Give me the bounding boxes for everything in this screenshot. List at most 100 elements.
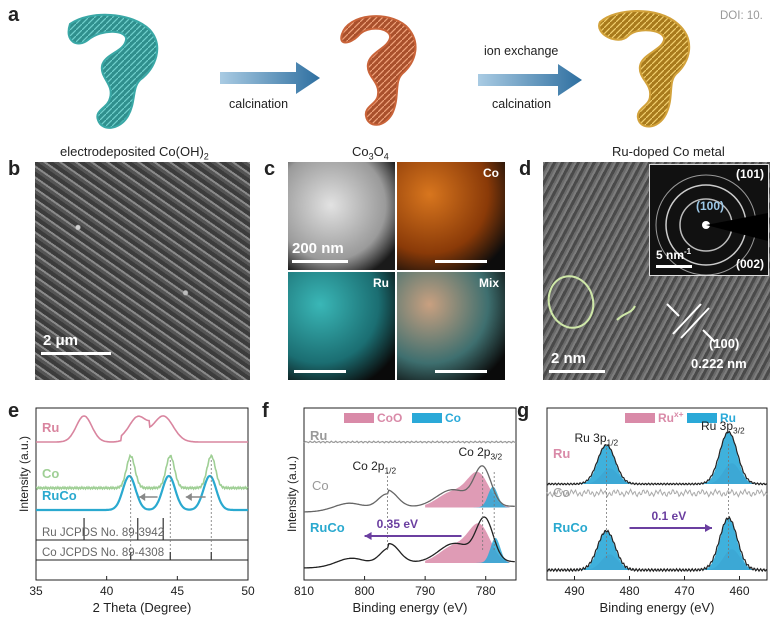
sem-image: 2 μm [35,162,250,380]
inset-scale-label: 5 nm-1 [656,247,692,262]
plot-frame [303,407,517,581]
shift-label: 0.35 eV [377,517,418,531]
ring-002-label: (002) [735,257,764,271]
x-tick-label: 45 [171,584,185,598]
spacing-label: 0.222 nm [691,356,747,371]
x-axis-label: 2 Theta (Degree) [93,600,192,615]
series-label-ruco: RuCo [553,520,588,535]
arrow-1 [220,62,320,94]
series-line-co [304,465,515,513]
panel-b-label: b [8,158,21,180]
reference-label: Co JCPDS No. 89-4308 [42,547,164,559]
legend-label-coo: CoO [377,411,402,425]
x-tick-label: 800 [355,584,375,598]
hrtem-image: (101) (100) (002) 5 nm-1 (100) 0.222 nm … [543,162,770,380]
scale-bar [435,260,487,263]
co-2p12-annotation: Co 2p1/2 [352,459,396,476]
x-tick-label: 40 [100,584,114,598]
co3o4-structure-image [340,15,417,126]
arrow-1-label: calcination [229,97,289,111]
legend-label-rux: Rux+ [658,409,684,425]
co-2p32-annotation: Co 2p3/2 [458,445,502,462]
series-label-ruco: RuCo [42,488,77,503]
panel-c-label: c [264,158,276,180]
panel-f-label: f [262,400,269,422]
shift-arrowhead [139,493,146,501]
scale-bar [435,370,487,373]
series-line-ruco [304,516,515,569]
sem-scale-label: 2 μm [43,332,79,349]
ring-100-label: (100) [696,199,725,213]
legend-swatch-co [412,413,442,423]
shift-label: 0.1 eV [652,509,687,523]
x-tick-label: 810 [294,584,314,598]
x-axis-label: Binding energy (eV) [353,600,468,615]
mix-map-image: Mix [397,272,505,380]
x-tick-label: 480 [619,584,639,598]
series-line-ruco [546,515,767,573]
scale-bar [294,370,346,373]
doi-text: DOI: 10. [720,10,763,22]
co-map-label: Co [483,166,499,180]
x-tick-label: 35 [29,584,43,598]
series-label-ruco: RuCo [310,520,345,535]
hrtem-scale-label: 2 nm [551,350,587,367]
panel-a-label: a [8,4,20,26]
series-label-co: Co [553,485,570,500]
shift-arrowhead [185,493,192,501]
ru-3p12-annotation: Ru 3p1/2 [575,431,619,448]
arrow-2-top-label: ion exchange [484,44,559,58]
haadf-image: 200 nm [288,162,395,270]
legend-label-ru: Ru [720,411,736,425]
x-axis-label: Binding energy (eV) [600,600,715,615]
reference-label: Ru JCPDS No. 89-3942 [42,527,164,539]
ruco-structure-image [598,10,691,128]
step1-caption: electrodeposited Co(OH)2 [60,144,209,162]
hrtem-annotations [547,275,716,343]
y-axis-label: Intensity (a.u.) [285,456,299,532]
series-label-co: Co [312,478,329,493]
shift-arrowhead [705,524,712,532]
legend-swatch-coo [344,413,374,423]
series-line-ruco [36,474,248,512]
legend-swatch-rux [625,413,655,423]
step2-caption: Co3O4 [352,144,389,162]
x-tick-label: 790 [415,584,435,598]
x-tick-label: 780 [476,584,496,598]
step3-caption: Ru-doped Co metal [612,144,725,159]
series-line-ru [303,440,517,444]
legend-label-co: Co [445,411,461,425]
series-label-ru: Ru [42,420,59,435]
x-tick-label: 50 [241,584,255,598]
arrow-2 [478,64,582,96]
saed-inset: (101) (100) (002) 5 nm-1 [649,164,769,276]
series-line-co [35,453,249,491]
ru-map-image: Ru [288,272,395,380]
ru-map-label: Ru [373,276,389,290]
x-tick-label: 490 [564,584,584,598]
x-tick-label: 470 [674,584,694,598]
x-tick-label: 460 [729,584,749,598]
co-map-image: Co [397,162,505,270]
y-axis-label: Intensity (a.u.) [17,436,31,512]
arrow-2-bottom-label: calcination [492,97,552,111]
series-label-co: Co [42,466,59,481]
haadf-scale-label: 200 nm [292,240,344,257]
legend-swatch-ru [687,413,717,423]
scale-bar [292,260,348,263]
scale-bar [41,352,111,355]
ring-101-label: (101) [735,167,764,181]
series-label-ru: Ru [553,446,570,461]
panel-e-label: e [8,400,20,422]
ruco-fit-co [473,537,510,563]
plot-frame [35,407,249,581]
series-line-ru [546,430,767,486]
series-label-ru: Ru [310,428,327,443]
panel-d-label: d [519,158,532,180]
mix-map-label: Mix [478,276,499,290]
series-line-co [546,488,768,498]
panel-g-label: g [517,400,530,422]
